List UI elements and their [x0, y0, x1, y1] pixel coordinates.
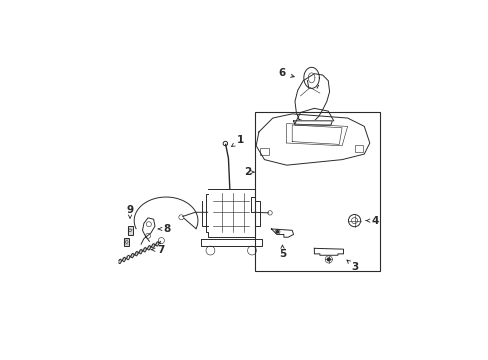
Polygon shape [293, 121, 332, 125]
Text: 3: 3 [346, 260, 357, 272]
Bar [354, 145, 362, 152]
Bar [254, 112, 379, 270]
Bar [127, 226, 132, 235]
Circle shape [276, 231, 278, 233]
Text: 7: 7 [151, 245, 164, 255]
Text: 2: 2 [243, 167, 253, 177]
Circle shape [327, 258, 329, 261]
Text: 4: 4 [366, 216, 378, 226]
Text: 9: 9 [126, 204, 133, 218]
Text: 1: 1 [231, 135, 244, 147]
Text: 8: 8 [158, 224, 171, 234]
Text: 5: 5 [278, 245, 285, 259]
Bar [124, 238, 129, 246]
Bar [260, 148, 268, 155]
Text: 6: 6 [278, 68, 294, 78]
